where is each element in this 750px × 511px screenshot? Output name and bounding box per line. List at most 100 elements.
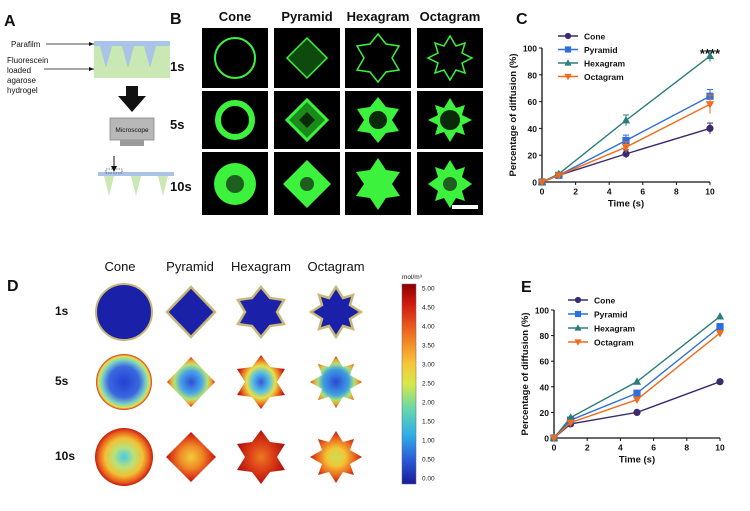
colorbar-ticks: 5.00 4.50 4.00 3.50 3.00 2.50 2.00 1.50 1.00 0.50… [422, 286, 435, 483]
series-octagram: Octagram [549, 329, 725, 443]
legend-label: Octagram [584, 72, 624, 82]
x-axis-label: Time (s) [619, 455, 655, 466]
imaging-patch-diagram [98, 156, 174, 196]
panel-d: D Cone Pyramid Hexagram Octagram 1s 5s 1… [7, 259, 435, 486]
y-tick-label: 0 [532, 178, 537, 188]
x-tick-label: 2 [573, 187, 578, 197]
legend-marker [574, 310, 582, 318]
b-row-10s: 10s [170, 179, 192, 194]
legend-label: Cone [584, 32, 606, 42]
x-tick-label: 0 [552, 443, 557, 453]
x-tick-label: 8 [674, 187, 679, 197]
microscope-label: Microscope [115, 127, 149, 134]
b-hexagram-10s [356, 158, 400, 210]
y-tick-label: 100 [523, 44, 537, 54]
series-line [553, 326, 721, 439]
b-col-cone: Cone [219, 9, 252, 24]
legend-marker [564, 59, 572, 66]
legend-marker [574, 339, 582, 346]
data-point [715, 329, 725, 338]
data-point [554, 172, 563, 180]
d-hexagram-10s [237, 430, 285, 484]
d-cone-5s [96, 354, 152, 410]
series-hexagram: Hexagram [549, 312, 725, 442]
d-col-hexagram: Hexagram [231, 259, 291, 274]
y-tick-label: 40 [540, 382, 550, 392]
series-cone: Cone [550, 296, 724, 442]
y-tick-label: 20 [528, 151, 538, 161]
x-axis-label: Time (s) [608, 199, 644, 210]
data-point [622, 136, 630, 145]
b-octagram-1s [426, 34, 474, 82]
x-tick-label: 0 [540, 187, 545, 197]
data-point [621, 116, 631, 124]
b-row-1s: 1s [170, 59, 184, 74]
chart-c: C 0 20 40 60 80 100 0 2 4 6 8 10 Time (s) Percentage o… [508, 11, 721, 210]
panel-letter-e: E [521, 279, 532, 296]
b-col-octagram: Octagram [420, 9, 481, 24]
down-arrow-icon [118, 86, 146, 112]
colorbar: mol/m³ 5.00 4.50 4.00 3.50 3.00 2.50 2.00 1.50 1… [401, 274, 435, 485]
colorbar-tick-label: 0.00 [422, 476, 435, 483]
legend-label: Cone [594, 296, 616, 306]
significance-annotation: **** [700, 46, 721, 61]
b-row-5s: 5s [170, 117, 184, 132]
colorbar-unit: mol/m³ [402, 274, 423, 281]
x-tick-label: 2 [585, 443, 590, 453]
d-row-1s: 1s [55, 304, 69, 318]
x-tick-label: 10 [715, 443, 725, 453]
data-point [633, 408, 641, 416]
x-tick-label: 6 [640, 187, 645, 197]
data-point [633, 389, 641, 397]
panel-letter-a: A [4, 13, 16, 30]
y-tick-label: 60 [540, 357, 550, 367]
hydrogel-label: Fluorescein loaded agarose hydrogel [7, 56, 51, 95]
parafilm-layer [94, 41, 170, 46]
d-cone-10s [95, 428, 153, 486]
d-pyramid-1s [165, 285, 217, 339]
series-line [541, 103, 711, 183]
d-hexagram-1s [235, 285, 287, 339]
colorbar-tick-label: 3.00 [422, 362, 435, 369]
data-point [621, 144, 631, 152]
d-pyramid-10s [166, 432, 216, 482]
d-row-10s: 10s [55, 449, 75, 463]
colorbar-tick-label: 2.50 [422, 381, 435, 388]
panel-letter-c: C [516, 11, 528, 28]
b-col-pyramid: Pyramid [281, 9, 332, 24]
series-line [553, 332, 721, 439]
y-tick-label: 60 [528, 97, 538, 107]
d-octagram-10s [310, 431, 362, 483]
colorbar-tick-label: 4.50 [422, 305, 435, 312]
colorbar-tick-label: 3.50 [422, 343, 435, 350]
panel-letter-d: D [7, 278, 19, 295]
panel-a: A Parafilm Fluorescein loaded agarose hy… [4, 13, 174, 196]
data-point [566, 413, 575, 421]
series-hexagram: Hexagram [537, 50, 715, 186]
parafilm-label: Parafilm [11, 40, 41, 49]
patch-diagram: Parafilm Fluorescein loaded agarose hydr… [7, 40, 170, 95]
x-tick-label: 4 [607, 187, 612, 197]
d-octagram-1s [308, 284, 364, 340]
data-point [716, 378, 724, 386]
scale-bar [452, 205, 478, 209]
legend-marker [564, 73, 572, 81]
data-point [549, 434, 559, 443]
b-col-hexagram: Hexagram [347, 9, 410, 24]
legend-marker [564, 32, 572, 40]
data-point [566, 419, 575, 427]
x-tick-label: 10 [705, 187, 715, 197]
d-col-octagram: Octagram [307, 259, 364, 274]
data-point [715, 312, 725, 320]
panel-letter-b: B [170, 11, 182, 28]
d-col-pyramid: Pyramid [166, 259, 214, 274]
data-point [705, 101, 715, 109]
colorbar-tick-label: 5.00 [422, 286, 435, 293]
colorbar-gradient [401, 283, 417, 485]
legend-label: Hexagram [594, 324, 636, 334]
data-point [537, 178, 547, 187]
x-tick-label: 8 [684, 443, 689, 453]
y-tick-label: 80 [540, 331, 550, 341]
data-point [632, 377, 642, 385]
